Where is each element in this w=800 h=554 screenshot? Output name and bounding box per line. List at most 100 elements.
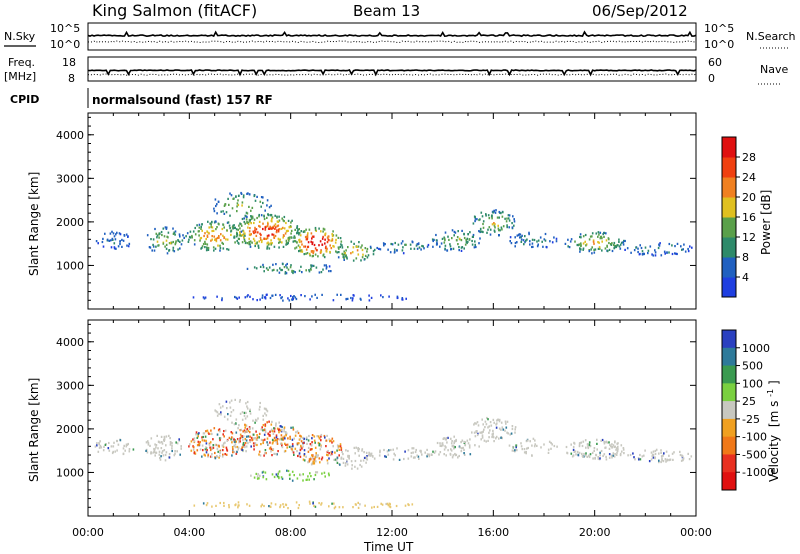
velocity-echo-mark bbox=[270, 429, 272, 432]
velocity-echo-mark bbox=[461, 439, 464, 442]
velocity-echo-mark bbox=[578, 445, 581, 448]
power-echo-mark bbox=[294, 247, 296, 250]
velocity-echo-mark bbox=[445, 454, 447, 457]
velocity-echo-mark bbox=[603, 440, 605, 443]
power-echo-mark bbox=[520, 238, 523, 241]
power-echo-mark bbox=[639, 244, 641, 247]
velocity-echo-mark bbox=[468, 446, 471, 449]
velocity-echo-mark bbox=[218, 456, 220, 459]
power-echo-mark bbox=[170, 242, 173, 245]
power-echo-mark bbox=[158, 244, 160, 247]
nave-tick-top: 60 bbox=[708, 56, 722, 69]
power-colorbar-tick-label: 20 bbox=[742, 191, 756, 204]
velocity-echo-mark bbox=[159, 441, 161, 444]
power-echo-mark bbox=[242, 194, 245, 197]
velocity-echo-mark bbox=[291, 479, 294, 482]
power-echo-mark bbox=[238, 224, 240, 227]
velocity-echo-mark bbox=[206, 429, 209, 432]
velocity-echo-mark bbox=[205, 451, 208, 454]
freq-panel: Freq. [MHz] 18 8 60 0 Nave bbox=[4, 56, 788, 85]
power-echo-mark bbox=[476, 218, 478, 221]
power-echo-mark bbox=[267, 213, 269, 216]
velocity-echo-mark bbox=[231, 436, 233, 439]
power-echo-mark bbox=[189, 236, 192, 239]
power-echo-mark bbox=[172, 240, 174, 244]
velocity-echo-mark bbox=[296, 450, 298, 453]
power-echo-mark bbox=[312, 254, 314, 258]
power-echo-mark bbox=[602, 233, 604, 236]
power-echo-mark bbox=[306, 252, 309, 255]
power-echo-mark bbox=[675, 252, 677, 255]
velocity-echo-mark bbox=[293, 474, 295, 477]
power-echo-mark bbox=[606, 245, 608, 248]
velocity-echo-mark bbox=[573, 450, 576, 453]
power-echo-mark bbox=[307, 241, 310, 244]
power-echo-mark bbox=[401, 297, 404, 300]
power-echo-mark bbox=[311, 295, 313, 298]
power-echo-mark bbox=[514, 241, 517, 245]
power-echo-mark bbox=[265, 225, 267, 228]
velocity-echo-mark bbox=[249, 412, 252, 415]
velocity-echo-mark bbox=[308, 434, 310, 438]
power-echo-mark bbox=[537, 243, 539, 246]
velocity-echo-mark bbox=[447, 449, 449, 452]
power-colorbar-swatch bbox=[722, 277, 736, 298]
power-echo-mark bbox=[502, 225, 505, 228]
power-echo-mark bbox=[618, 240, 620, 243]
power-echo-mark bbox=[270, 243, 272, 246]
velocity-echo-mark bbox=[412, 447, 415, 450]
velocity-echo-mark bbox=[440, 444, 443, 448]
velocity-echo-mark bbox=[317, 441, 320, 445]
velocity-echo-mark bbox=[469, 438, 471, 441]
velocity-echo-mark bbox=[650, 458, 653, 461]
velocity-echo-mark bbox=[364, 504, 366, 507]
power-echo-mark bbox=[203, 234, 205, 238]
power-echo-mark bbox=[248, 237, 250, 240]
velocity-echo-mark bbox=[500, 436, 502, 439]
power-echo-mark bbox=[247, 221, 250, 224]
velocity-echo-mark bbox=[606, 441, 609, 444]
power-echo-mark bbox=[671, 244, 673, 247]
velocity-echo-mark bbox=[299, 437, 302, 440]
power-echo-mark bbox=[172, 249, 174, 252]
velocity-echo-mark bbox=[487, 426, 489, 429]
power-echo-mark bbox=[287, 241, 289, 245]
velocity-echo-mark bbox=[246, 427, 249, 431]
power-echo-mark bbox=[273, 224, 276, 227]
power-echo-mark bbox=[287, 219, 290, 222]
velocity-echo-mark bbox=[222, 444, 224, 447]
velocity-echo-mark bbox=[202, 449, 204, 452]
velocity-echo-mark bbox=[311, 434, 314, 437]
power-echo-mark bbox=[307, 245, 309, 249]
velocity-echo-mark bbox=[180, 447, 182, 450]
velocity-echo-mark bbox=[303, 454, 305, 457]
power-echo-mark bbox=[390, 242, 392, 246]
velocity-echo-mark bbox=[426, 448, 428, 451]
power-echo-mark bbox=[244, 239, 246, 242]
power-echo-mark bbox=[460, 239, 463, 242]
velocity-echo-mark bbox=[164, 459, 167, 462]
power-echo-mark bbox=[311, 237, 313, 240]
power-echo-mark bbox=[618, 238, 620, 241]
power-echo-mark bbox=[360, 246, 362, 249]
velocity-echo-mark bbox=[207, 454, 209, 457]
power-echo-mark bbox=[331, 237, 334, 240]
velocity-echo-mark bbox=[346, 459, 348, 462]
velocity-echo-mark bbox=[269, 446, 272, 449]
power-echo-mark bbox=[167, 236, 169, 239]
nave-label: Nave bbox=[760, 63, 788, 76]
velocity-echo-mark bbox=[313, 458, 316, 461]
power-echo-mark bbox=[405, 243, 407, 246]
power-echo-mark bbox=[211, 229, 213, 233]
velocity-echo-mark bbox=[495, 423, 497, 426]
velocity-echo-mark bbox=[263, 438, 266, 441]
power-echo-mark bbox=[323, 256, 326, 259]
power-echo-mark bbox=[294, 296, 297, 299]
velocity-echo-mark bbox=[616, 450, 619, 453]
velocity-echo-mark bbox=[241, 446, 243, 449]
power-echo-mark bbox=[315, 249, 318, 252]
nsky-label: N.Sky bbox=[4, 30, 36, 43]
velocity-echo-mark bbox=[570, 443, 572, 446]
power-echo-mark bbox=[306, 238, 308, 241]
velocity-echo-mark bbox=[302, 441, 305, 445]
